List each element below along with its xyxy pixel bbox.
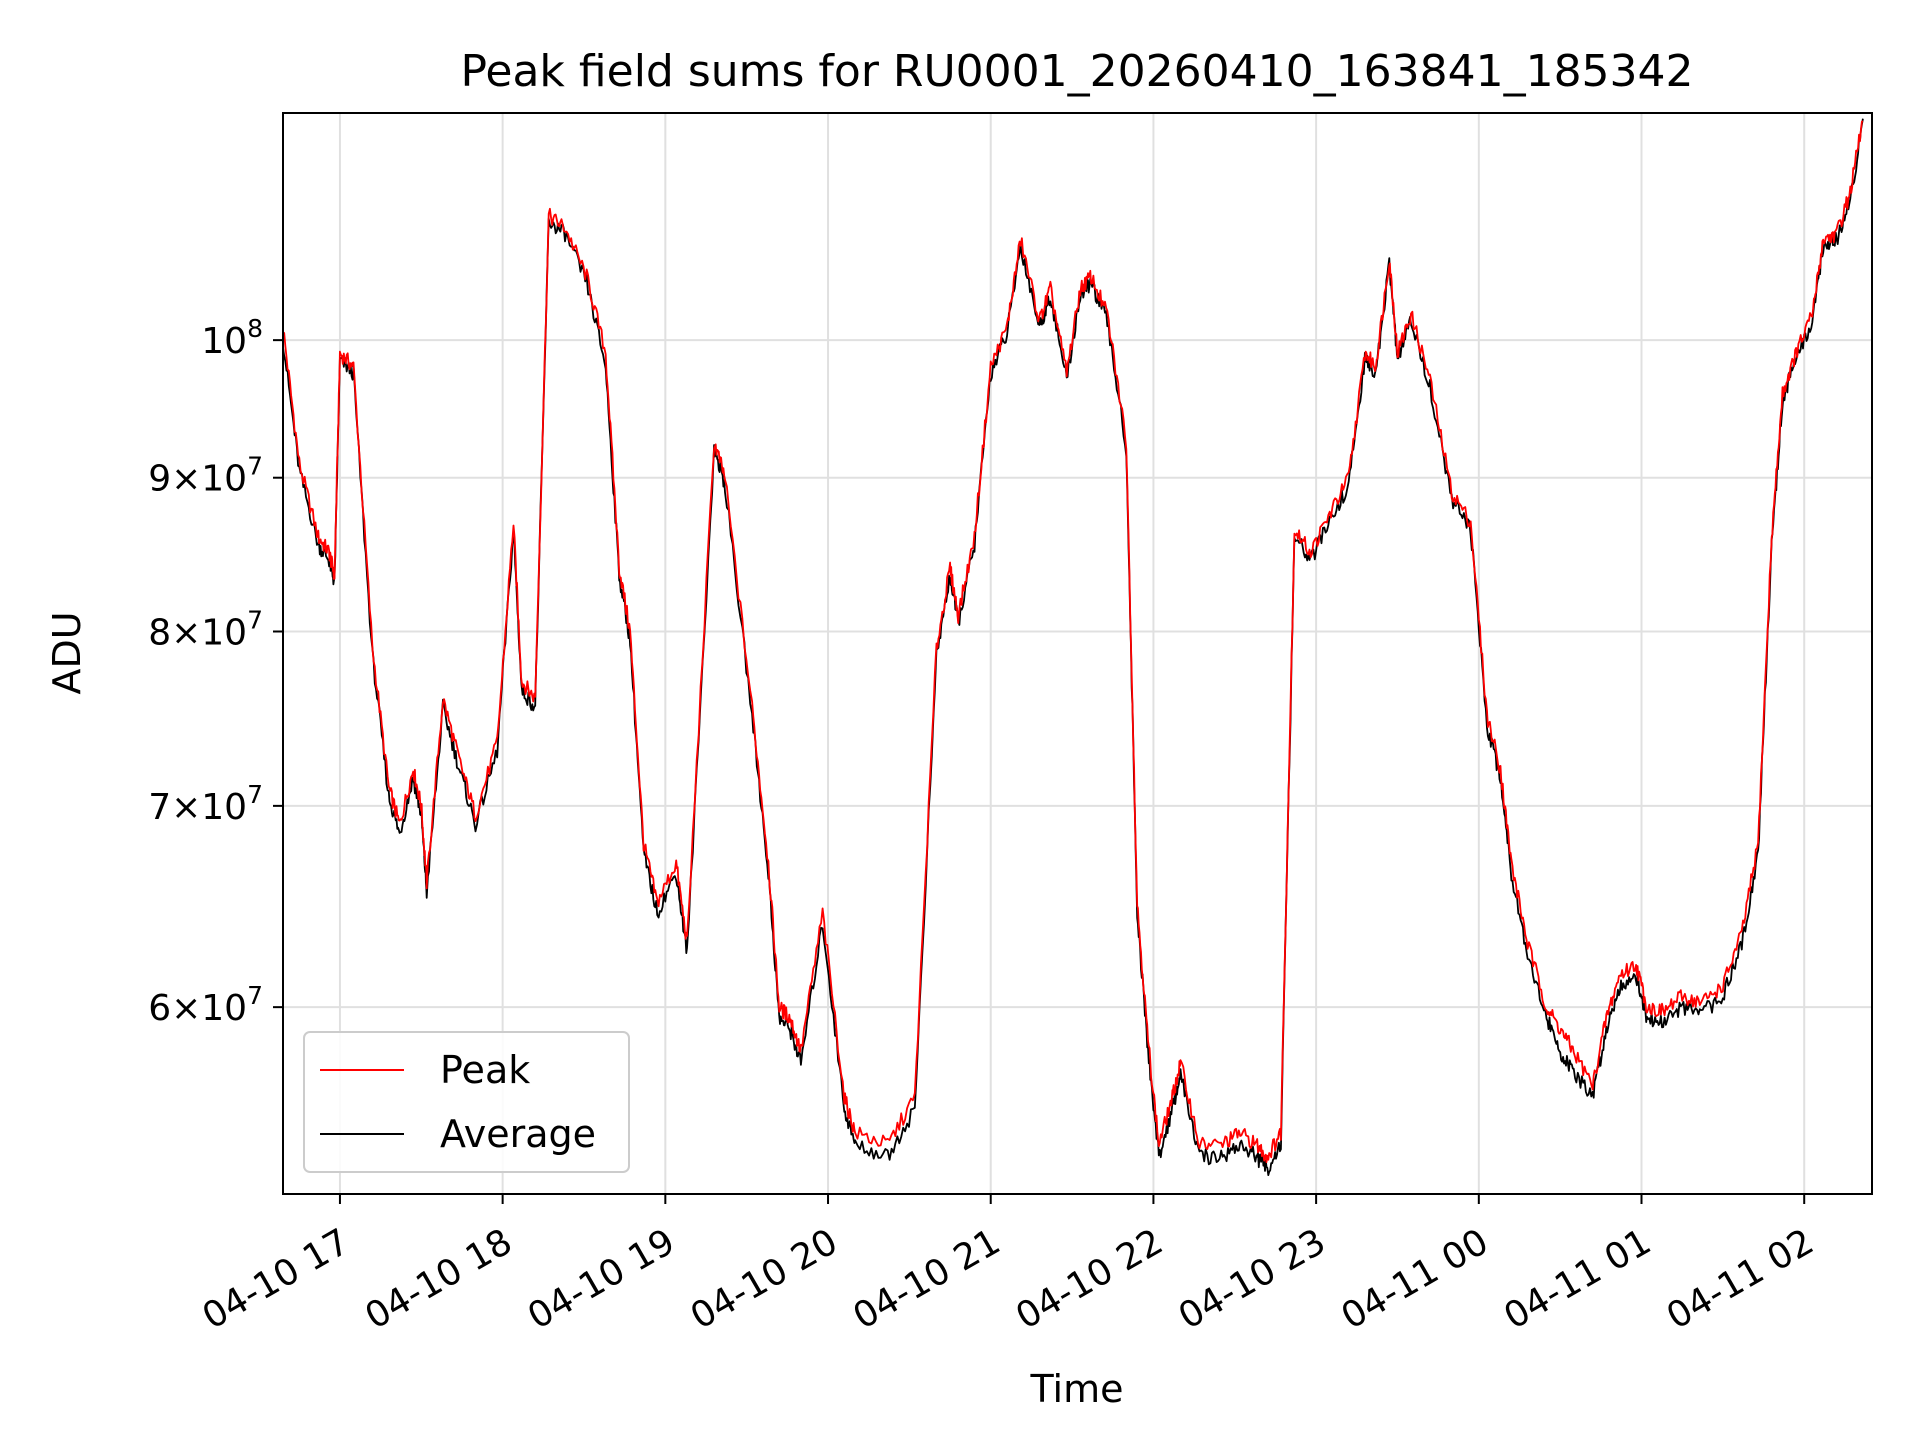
y-axis-label: ADU <box>45 611 89 694</box>
grid <box>283 113 1872 1194</box>
y-tick-label: 8×107 <box>148 606 263 654</box>
y-tick-label: 108 <box>201 314 263 362</box>
y-axis: 6×107 7×107 8×107 9×107 108 <box>148 314 283 1029</box>
series-layer <box>282 118 1864 1176</box>
legend: Peak Average <box>303 1031 630 1173</box>
legend-label-peak: Peak <box>440 1048 530 1092</box>
x-axis-label: Time <box>1030 1367 1124 1411</box>
chart-title: Peak field sums for RU0001_20260410_1638… <box>460 46 1693 97</box>
y-tick-label: 7×107 <box>148 780 263 828</box>
legend-label-average: Average <box>440 1112 596 1156</box>
y-tick-label: 6×107 <box>148 981 263 1029</box>
plot-frame <box>282 112 1873 1195</box>
y-tick-label: 9×107 <box>148 452 263 500</box>
series-line-peak <box>282 120 1864 1164</box>
legend-box <box>303 1031 630 1173</box>
